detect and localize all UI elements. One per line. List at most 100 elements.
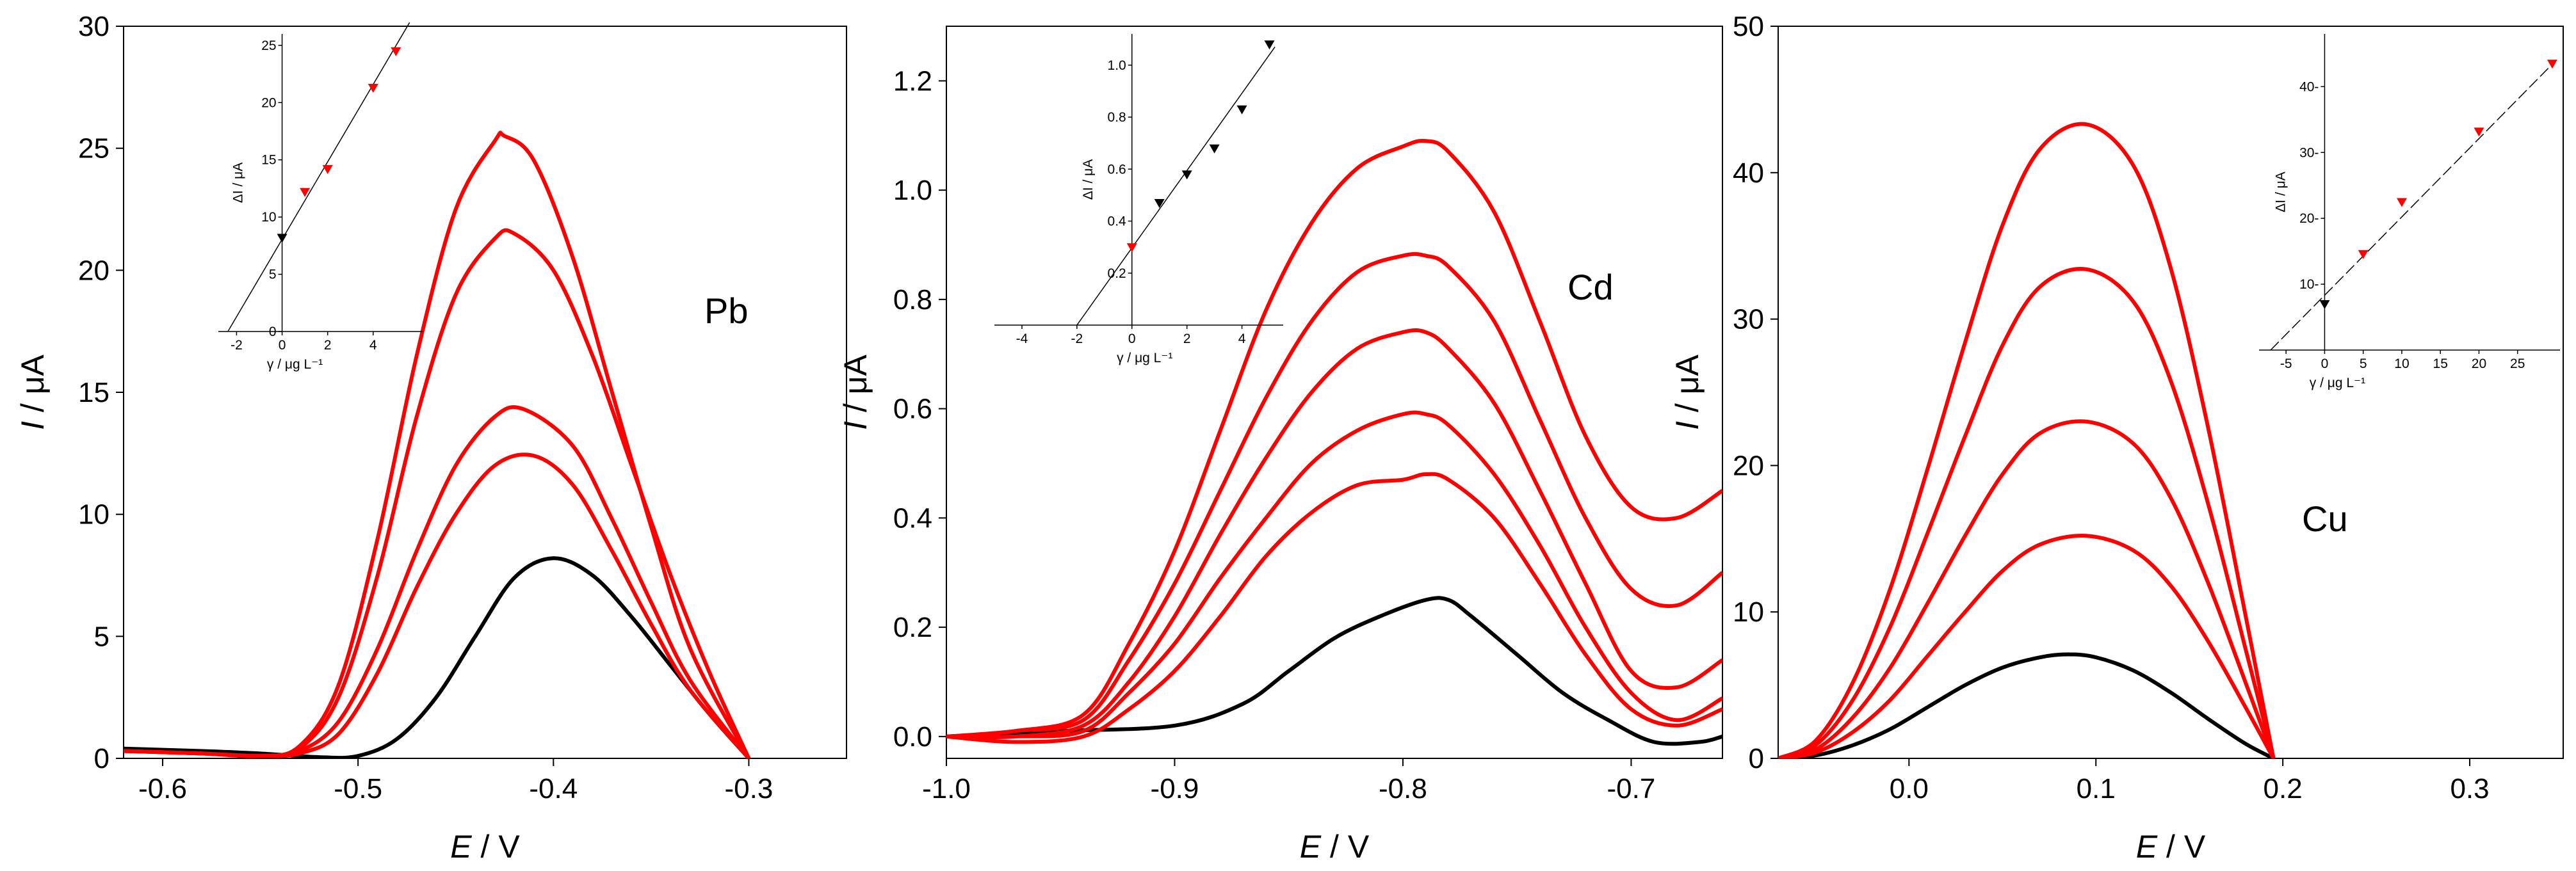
x-tick-label: -0.3 — [725, 773, 774, 804]
inset-x-tick-label: 0 — [279, 338, 286, 353]
inset-data-point — [1126, 243, 1137, 253]
inset-x-tick-label: 5 — [2360, 356, 2367, 371]
inset-y-axis-label: ΔI / μA — [1081, 159, 1096, 200]
inset-y-axis-label: ΔI / μA — [2273, 172, 2288, 212]
series-line-3 — [1778, 267, 2276, 758]
inset-data-point — [2319, 300, 2330, 309]
inset-y-tick-label: 15 — [261, 153, 276, 168]
y-tick-label: 10 — [78, 499, 109, 531]
x-tick-label: -1.0 — [922, 773, 971, 804]
y-tick-label: 0.0 — [893, 721, 932, 753]
y-tick-label: 25 — [78, 133, 109, 164]
inset-x-axis-label: γ / μg L⁻¹ — [1117, 351, 1172, 365]
inset-x-tick-label: 2 — [1183, 332, 1191, 346]
x-tick-label: -0.8 — [1379, 773, 1427, 804]
inset-fit-line — [1076, 46, 1276, 325]
y-tick-label: 0.4 — [893, 502, 932, 534]
x-tick-label: 0.0 — [1890, 773, 1929, 804]
series-line-1 — [1778, 533, 2276, 758]
x-tick-label: -0.9 — [1151, 773, 1199, 804]
inset-y-tick-label: 30- — [2299, 145, 2319, 160]
cu-panel: 0.0 0.1 0.2 0.3 0 10 20 30 40 50 E / V I / μA Cu -5 0 5… — [1669, 11, 2564, 865]
y-tick-label: 15 — [78, 377, 109, 408]
x-axis-label: E / V — [1300, 829, 1370, 865]
inset-y-tick-label: 5 — [269, 268, 277, 282]
inset-x-tick-label: 4 — [369, 338, 377, 353]
calibration-inset: -4 -2 0 2 4 0.2 0.4 0.6 0.8 1.0 γ / μg L⁻¹ ΔI / μA — [994, 34, 1283, 365]
y-tick-label: 0 — [94, 743, 109, 774]
inset-data-point — [1181, 170, 1192, 180]
y-tick-label: 20 — [1733, 450, 1764, 481]
inset-data-point — [322, 165, 333, 175]
plot-frame — [1778, 26, 2564, 759]
inset-data-point — [2396, 198, 2407, 207]
x-axis-label: E / V — [2136, 829, 2206, 865]
inset-y-tick-label: 10- — [2299, 277, 2319, 292]
inset-data-point — [277, 234, 288, 243]
inset-y-tick-label: 1.0 — [1108, 58, 1126, 73]
y-tick-label: 40 — [1733, 157, 1764, 189]
inset-y-tick-label: 20- — [2299, 211, 2319, 226]
plot-frame — [123, 26, 847, 759]
series-line-4 — [1778, 122, 2276, 758]
series-line-5 — [946, 138, 1722, 739]
inset-y-tick-label: 20 — [261, 95, 276, 110]
inset-data-point — [2474, 127, 2484, 137]
y-tick-label: 0 — [1749, 743, 1764, 774]
inset-fit-line — [2270, 60, 2557, 350]
inset-x-axis-label: γ / μg L⁻¹ — [267, 357, 323, 372]
inset-x-tick-label: -2 — [1071, 332, 1083, 346]
series-line-0 — [124, 556, 750, 758]
inset-x-tick-label: 25 — [2510, 356, 2525, 371]
inset-data-point — [1236, 105, 1247, 115]
inset-x-tick-label: -5 — [2280, 356, 2292, 371]
inset-x-tick-label: 0 — [2321, 356, 2329, 371]
series-line-4 — [124, 131, 751, 758]
x-tick-label: -0.6 — [138, 773, 187, 804]
inset-x-axis-label: γ / μg L⁻¹ — [2310, 376, 2365, 390]
inset-y-tick-label: 0.6 — [1108, 162, 1126, 177]
y-tick-label: 5 — [94, 621, 109, 652]
inset-x-tick-label: 20 — [2472, 356, 2486, 371]
inset-fit-line — [227, 22, 410, 332]
y-tick-label: 0.2 — [893, 612, 932, 643]
inset-y-tick-label: 25 — [261, 38, 276, 53]
element-label: Cd — [1567, 267, 1614, 307]
inset-y-tick-label: 0.8 — [1108, 110, 1126, 125]
y-tick-label: 30 — [1733, 304, 1764, 335]
series-line-3 — [946, 328, 1722, 740]
y-tick-label: 1.2 — [893, 65, 932, 97]
inset-data-point — [368, 84, 378, 93]
inset-x-tick-label: 0 — [1128, 332, 1136, 346]
series-line-2 — [946, 410, 1722, 739]
series-line-2 — [124, 405, 750, 758]
y-tick-label: 1.0 — [893, 175, 932, 206]
series-line-1 — [946, 472, 1722, 744]
y-axis-label: I / μA — [838, 354, 873, 429]
y-tick-label: 30 — [78, 11, 109, 42]
inset-data-point — [391, 47, 401, 56]
x-tick-label: 0.3 — [2450, 773, 2489, 804]
series-line-0 — [946, 596, 1722, 746]
element-label: Cu — [2302, 499, 2348, 539]
x-axis-label: E / V — [450, 829, 520, 865]
inset-y-axis-label: ΔI / μA — [231, 163, 246, 203]
y-tick-label: 0.8 — [893, 284, 932, 316]
inset-x-tick-label: 15 — [2433, 356, 2448, 371]
calibration-inset: -5 0 5 10 15 20 25 10- 20- 30- 40- γ / μg L⁻¹ ΔI / μ… — [2259, 34, 2560, 390]
y-axis-label: I / μA — [1669, 354, 1705, 429]
inset-x-tick-label: -2 — [231, 338, 243, 353]
y-tick-label: 0.6 — [893, 394, 932, 425]
calibration-inset: -2 0 2 4 0 5 10 15 20 25 γ / μg L⁻¹ ΔI / μA — [218, 22, 423, 372]
inset-x-tick-label: -4 — [1016, 332, 1028, 346]
cd-panel: -1.0 -0.9 -0.8 -0.7 0.0 0.2 0.4 0.6 0.8 1.0 1.2 E /… — [838, 26, 1723, 865]
series-line-0 — [1778, 652, 2274, 758]
inset-x-tick-label: 4 — [1238, 332, 1246, 346]
series-line-2 — [1778, 419, 2276, 758]
inset-data-point — [2358, 250, 2369, 259]
inset-data-point — [300, 188, 311, 197]
plot-frame — [946, 26, 1723, 759]
inset-data-point — [1264, 40, 1275, 50]
